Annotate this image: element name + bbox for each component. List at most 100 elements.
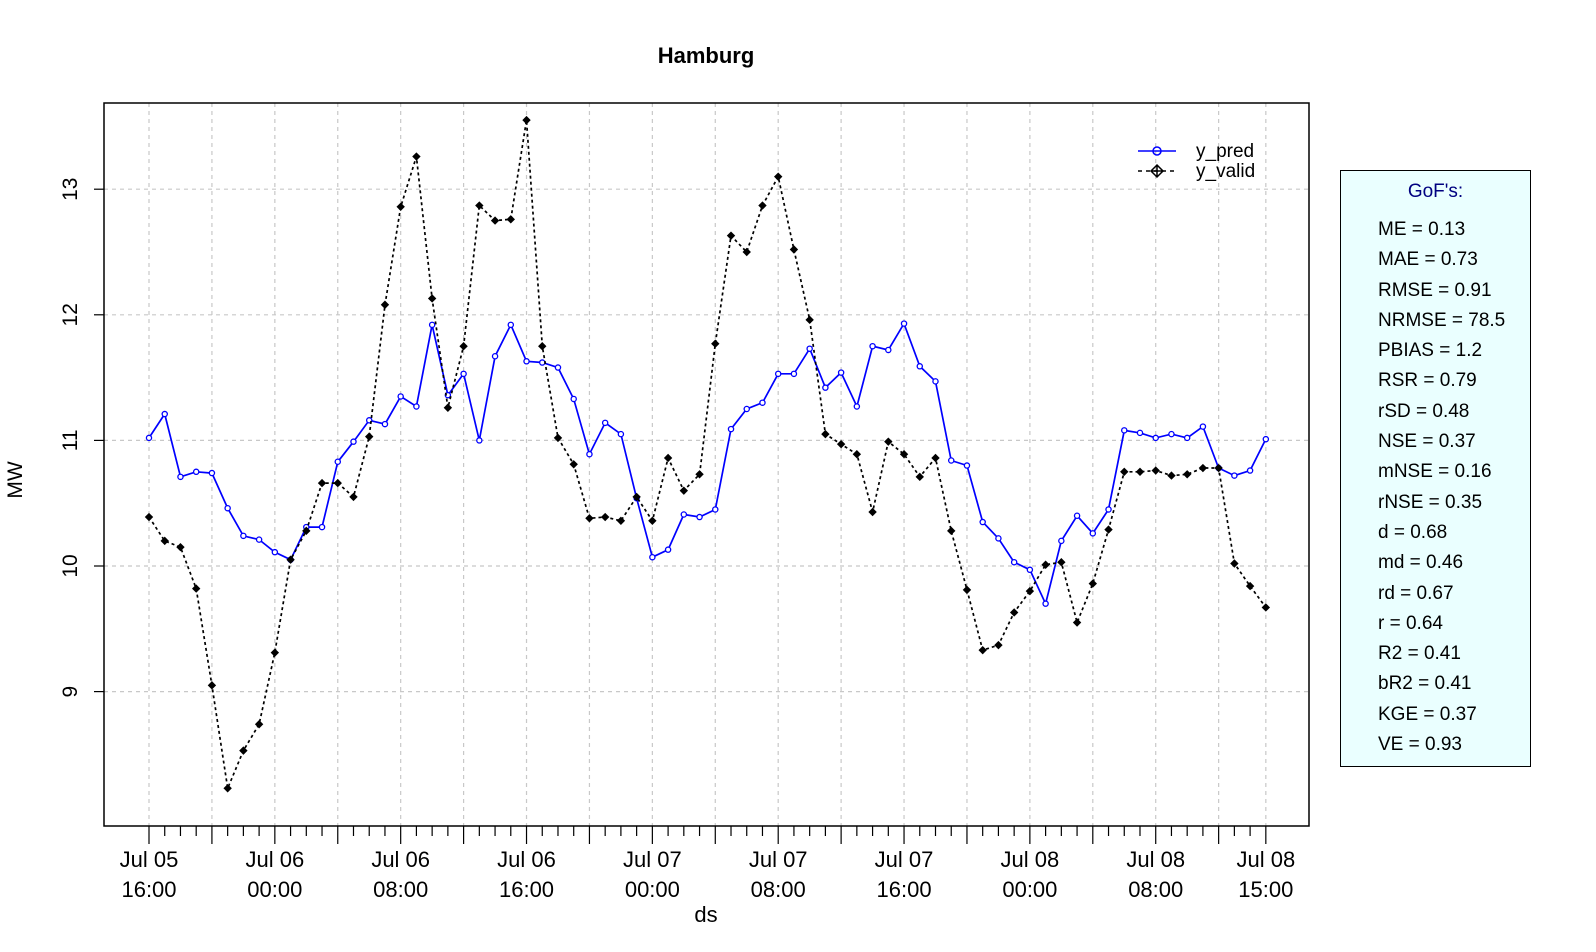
data-point-y-valid (1151, 466, 1160, 475)
gof-metric: R2 = 0.41 (1378, 643, 1461, 665)
data-point-y-valid (884, 437, 893, 446)
data-point-y-valid (490, 216, 500, 225)
legend-label-y-valid: y_valid (1196, 161, 1255, 182)
data-point-y-valid (365, 432, 374, 441)
y-tick-label: 13 (59, 178, 82, 201)
legend-marker-y-pred (1152, 146, 1162, 156)
data-point-y-pred (712, 506, 719, 513)
data-point-y-pred (381, 420, 389, 428)
data-point-y-pred (853, 403, 861, 410)
data-point-y-pred (570, 395, 577, 403)
data-point-y-pred (727, 425, 735, 433)
gof-metric: VE = 0.93 (1378, 734, 1462, 756)
data-point-y-pred (995, 535, 1002, 542)
data-point-y-valid (349, 492, 358, 502)
data-point-y-pred (586, 450, 593, 458)
data-point-y-pred (743, 405, 750, 413)
data-point-y-valid (1198, 463, 1208, 473)
data-point-y-pred (397, 393, 404, 400)
data-point-y-pred (255, 536, 263, 543)
data-point-y-valid (333, 478, 342, 488)
data-point-y-pred (680, 511, 688, 518)
x-tick-label-time: 00:00 (1002, 877, 1057, 902)
gof-metric: r = 0.64 (1378, 612, 1443, 634)
data-point-y-valid (1214, 463, 1223, 473)
gof-metric: mNSE = 0.16 (1378, 461, 1492, 483)
x-tick-label-date: Jul 06 (371, 847, 430, 872)
data-point-y-valid (994, 640, 1003, 650)
data-point-y-valid (427, 294, 437, 303)
data-point-y-pred (1010, 558, 1018, 566)
data-point-y-pred (1105, 506, 1112, 513)
data-point-y-valid (160, 536, 169, 546)
data-point-y-pred (334, 458, 342, 466)
gof-title: GoF's: (1407, 181, 1464, 202)
data-point-y-pred (1246, 467, 1254, 474)
data-point-y-valid (239, 746, 248, 755)
x-tick-label-time: 00:00 (625, 877, 680, 902)
gof-metric: bR2 = 0.41 (1378, 673, 1472, 695)
gof-panel: GoF's: ME = 0.13 MAE = 0.73 RMSE = 0.91 NRM… (1340, 170, 1531, 767)
x-tick-label-time: 00:00 (247, 877, 302, 902)
data-point-y-pred (208, 469, 216, 477)
y-tick-label: 9 (59, 686, 82, 698)
data-point-y-pred (1168, 430, 1175, 438)
x-tick-label-date: Jul 08 (1126, 847, 1185, 872)
data-point-y-pred (1152, 434, 1159, 442)
x-tick-label-time: 16:00 (877, 877, 932, 902)
data-point-y-pred (696, 513, 703, 521)
data-point-y-valid (1072, 618, 1082, 627)
data-point-y-valid (947, 526, 956, 536)
y-axis-label: MW (4, 461, 27, 498)
data-point-y-valid (915, 472, 924, 482)
data-point-y-pred (1183, 434, 1191, 442)
data-point-y-valid (506, 215, 515, 224)
gof-metric: md = 0.46 (1378, 552, 1464, 574)
data-point-y-valid (522, 115, 531, 125)
data-point-y-valid (569, 460, 578, 469)
data-point-y-valid (978, 645, 987, 655)
data-point-y-valid (254, 720, 264, 729)
data-point-y-pred (523, 358, 530, 365)
x-axis: Jul 05 16:00 Jul 06 00:00 Jul 06 08:00 Jul 06 1… (120, 826, 1295, 902)
data-point-y-valid (223, 784, 232, 793)
data-point-y-pred (837, 369, 845, 376)
y-tick-label: 10 (59, 554, 82, 577)
data-point-y-valid (711, 339, 720, 348)
data-point-y-valid (1120, 467, 1129, 476)
data-point-y-pred (161, 410, 168, 418)
data-point-y-valid (396, 202, 405, 211)
gof-metric: MAE = 0.73 (1378, 249, 1478, 271)
data-point-y-valid (962, 585, 972, 595)
gof-metric: RSR = 0.79 (1378, 370, 1477, 392)
data-point-y-pred (601, 419, 609, 427)
data-point-y-pred (192, 468, 200, 476)
data-point-y-valid (632, 492, 641, 502)
gof-metric: NRMSE = 78.5 (1378, 309, 1506, 331)
data-point-y-valid (1088, 579, 1097, 588)
series-line-y-valid (148, 119, 1267, 792)
data-point-y-valid (1182, 470, 1192, 479)
data-point-y-pred (806, 345, 813, 352)
gof-metric: rd = 0.67 (1378, 582, 1454, 604)
data-point-y-pred (428, 321, 436, 329)
data-point-y-valid (774, 172, 783, 181)
data-point-y-valid (553, 433, 563, 443)
data-point-y-pred (617, 430, 625, 438)
plot-frame (103, 102, 1310, 827)
data-point-y-pred (350, 438, 357, 445)
gof-metric: rSD = 0.48 (1378, 400, 1470, 422)
data-point-y-valid (207, 681, 217, 690)
x-tick-label-time: 16:00 (121, 877, 176, 902)
data-point-y-valid (868, 507, 877, 517)
data-point-y-pred (664, 546, 672, 553)
data-point-y-valid (459, 342, 468, 351)
x-tick-label-time: 08:00 (373, 877, 428, 902)
data-point-y-pred (932, 378, 939, 385)
data-point-y-valid (616, 516, 626, 525)
data-point-y-valid (789, 245, 799, 254)
data-point-y-pred (1231, 472, 1238, 479)
x-tick-label-date: Jul 06 (497, 847, 556, 872)
data-point-y-pred (963, 462, 971, 469)
